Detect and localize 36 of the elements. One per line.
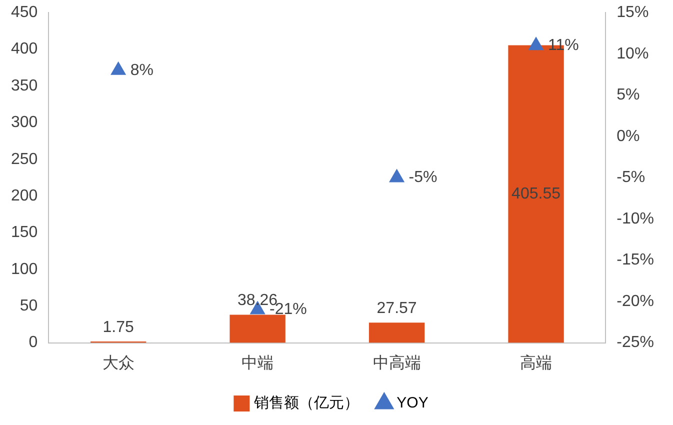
data-label: 11%	[548, 37, 579, 54]
point	[528, 37, 544, 50]
y2-tick-label: -15%	[616, 252, 654, 269]
x-tick-label: 中端	[242, 354, 274, 372]
y-tick-label: 400	[10, 40, 38, 58]
bar	[368, 322, 425, 343]
point	[389, 169, 404, 182]
y2-tick-label: -20%	[616, 292, 654, 310]
y-tick-label: 450	[10, 4, 38, 22]
x-tick-label: 高端	[520, 354, 552, 372]
y-tick-label: 50	[20, 298, 38, 315]
y2-tick-label: 15%	[616, 4, 649, 22]
y-tick-label: 350	[10, 77, 38, 94]
y2-tick-label: -25%	[616, 334, 654, 352]
bar	[230, 314, 286, 343]
y-tick-label: 200	[10, 187, 38, 204]
y2-tick-label: 5%	[616, 86, 640, 104]
point	[110, 62, 126, 75]
data-label: 1.75	[102, 318, 134, 336]
legend-label: 销售额（亿元）	[253, 394, 360, 412]
y2-tick-label: 10%	[616, 45, 649, 62]
y-tick-label: 150	[10, 224, 38, 242]
y2-tick-label: -10%	[616, 210, 654, 228]
y-tick-label: 0	[28, 334, 38, 352]
y2-tick-label: -5%	[616, 169, 646, 186]
data-label: 405.55	[512, 185, 561, 202]
data-label: 8%	[130, 62, 154, 79]
x-tick-label: 中高端	[372, 354, 421, 372]
data-label: -5%	[408, 169, 438, 186]
x-tick-label: 大众	[102, 354, 134, 372]
y-tick-label: 100	[10, 260, 38, 278]
y2-tick-label: 0%	[616, 128, 640, 145]
data-label: 27.57	[376, 300, 417, 317]
y-tick-label: 300	[10, 114, 38, 132]
legend-label: YOY	[396, 394, 428, 412]
y-tick-label: 250	[10, 150, 38, 168]
